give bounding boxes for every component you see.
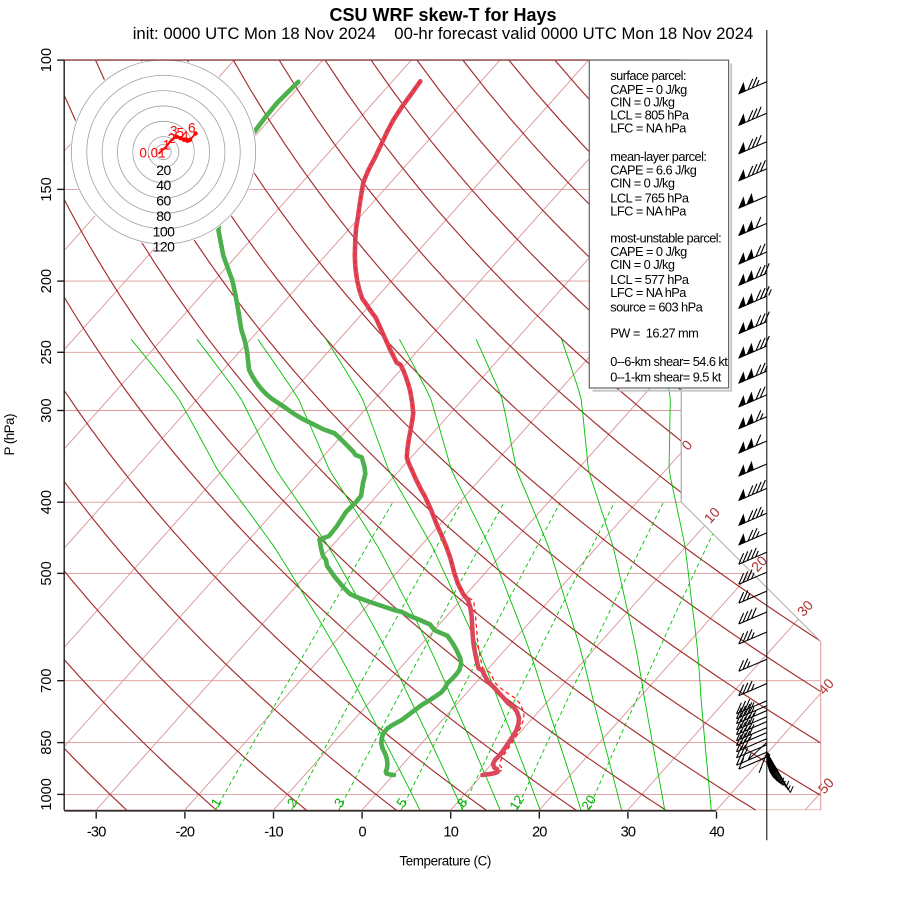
svg-text:60: 60: [156, 193, 171, 209]
svg-text:CAPE = 0 J/kg: CAPE = 0 J/kg: [610, 82, 687, 97]
svg-text:500: 500: [39, 561, 55, 585]
svg-text:30: 30: [621, 825, 636, 841]
svg-text:LCL = 765 hPa: LCL = 765 hPa: [610, 190, 690, 205]
svg-text:150: 150: [39, 177, 55, 201]
svg-text:0.01: 0.01: [139, 146, 165, 161]
svg-text:PW = 16.27 mm: PW = 16.27 mm: [610, 325, 698, 340]
svg-text:80: 80: [156, 208, 171, 224]
svg-text:init: 0000 UTC Mon 18 Nov 2024: init: 0000 UTC Mon 18 Nov 2024 00-hr for…: [133, 24, 754, 43]
svg-text:20: 20: [532, 825, 547, 841]
svg-text:250: 250: [39, 340, 55, 364]
svg-text:CIN = 0 J/kg: CIN = 0 J/kg: [610, 95, 675, 110]
svg-text:4: 4: [181, 128, 189, 143]
svg-text:20: 20: [156, 162, 171, 178]
svg-text:20: 20: [578, 792, 599, 813]
svg-text:400: 400: [39, 490, 55, 514]
svg-text:most-unstable parcel:: most-unstable parcel:: [610, 231, 721, 246]
svg-text:12: 12: [506, 792, 527, 813]
svg-text:2: 2: [168, 131, 176, 146]
svg-text:300: 300: [39, 398, 55, 422]
svg-text:CAPE = 0 J/kg: CAPE = 0 J/kg: [610, 244, 687, 259]
svg-text:surface parcel:: surface parcel:: [610, 68, 686, 83]
svg-text:Temperature (C): Temperature (C): [399, 854, 490, 869]
svg-text:-20: -20: [176, 825, 195, 841]
svg-text:LFC = NA hPa: LFC = NA hPa: [610, 120, 687, 135]
svg-text:0: 0: [358, 825, 366, 841]
svg-text:0--1-km shear= 9.5 kt: 0--1-km shear= 9.5 kt: [610, 369, 721, 384]
svg-text:LCL = 805 hPa: LCL = 805 hPa: [610, 108, 690, 123]
svg-text:CIN = 0 J/kg: CIN = 0 J/kg: [610, 257, 675, 272]
svg-text:40: 40: [156, 177, 171, 193]
svg-text:-30: -30: [87, 825, 106, 841]
svg-text:10: 10: [443, 825, 458, 841]
svg-text:0--6-km shear= 54.6 kt: 0--6-km shear= 54.6 kt: [610, 354, 728, 369]
svg-text:P (hPa): P (hPa): [2, 414, 17, 455]
svg-text:40: 40: [709, 825, 724, 841]
svg-text:source = 603 hPa: source = 603 hPa: [610, 299, 703, 314]
svg-text:CAPE = 6.6 J/kg: CAPE = 6.6 J/kg: [610, 162, 696, 177]
svg-text:LCL = 577 hPa: LCL = 577 hPa: [610, 272, 690, 287]
svg-text:3: 3: [170, 124, 178, 139]
svg-text:120: 120: [153, 239, 176, 255]
svg-text:200: 200: [39, 269, 55, 293]
svg-text:100: 100: [153, 223, 176, 239]
svg-text:CIN = 0 J/kg: CIN = 0 J/kg: [610, 176, 675, 191]
svg-text:CSU WRF skew-T for Hays: CSU WRF skew-T for Hays: [329, 5, 556, 25]
svg-text:5: 5: [177, 126, 185, 141]
svg-text:850: 850: [39, 730, 55, 754]
svg-text:100: 100: [39, 48, 55, 72]
svg-text:700: 700: [39, 669, 55, 693]
svg-text:mean-layer parcel:: mean-layer parcel:: [610, 149, 706, 164]
svg-text:1000: 1000: [39, 778, 55, 810]
svg-text:6: 6: [188, 121, 196, 136]
svg-text:LFC = NA hPa: LFC = NA hPa: [610, 285, 687, 300]
svg-text:LFC = NA hPa: LFC = NA hPa: [610, 204, 687, 219]
svg-text:-10: -10: [264, 825, 283, 841]
svg-text:1: 1: [163, 138, 171, 153]
